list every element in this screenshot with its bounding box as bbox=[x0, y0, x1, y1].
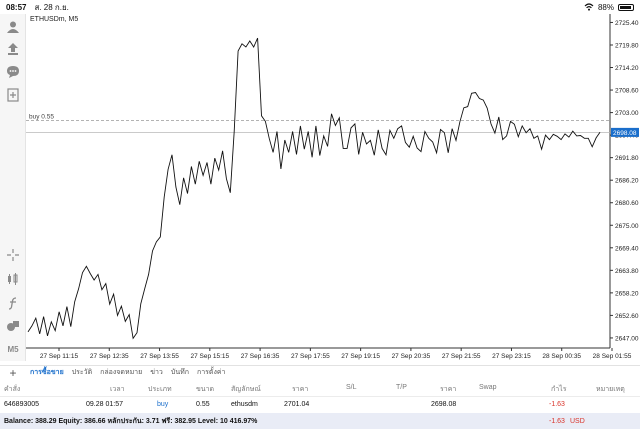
order-type: buy bbox=[157, 401, 169, 408]
chart-area[interactable]: 2725.402719.802714.202708.602703.002697.… bbox=[26, 14, 640, 361]
header-comment: หมายเหตุ bbox=[596, 386, 625, 393]
header-sl: S/L bbox=[346, 384, 357, 391]
tab-trade[interactable]: การซื้อขาย bbox=[30, 369, 64, 376]
x-tick-label: 27 Sep 13:55 bbox=[140, 353, 179, 360]
header-open-price: ราคา bbox=[292, 386, 309, 393]
order-open-price: 2701.04 bbox=[284, 401, 310, 408]
objects-icon[interactable] bbox=[4, 317, 22, 335]
x-tick-label: 28 Sep 00:35 bbox=[542, 353, 581, 360]
header-profit: กำไร bbox=[551, 386, 567, 393]
trade-icon[interactable] bbox=[4, 40, 22, 58]
table-row[interactable]: 646893005 09.28 01:57 buy 0.55 ethusdm 2… bbox=[0, 396, 640, 412]
table-header: คำสั่ง เวลา ประเภท ขนาด สัญลักษณ์ ราคา S… bbox=[0, 380, 640, 396]
current-price-tag bbox=[611, 127, 639, 137]
header-time: เวลา bbox=[110, 386, 125, 393]
x-tick-label: 27 Sep 21:55 bbox=[442, 353, 481, 360]
chart-symbol-label: ETHUSDm, M5 bbox=[30, 16, 79, 23]
wifi-icon bbox=[584, 3, 594, 11]
indicators-icon[interactable] bbox=[4, 294, 22, 312]
y-tick-label: 2691.80 bbox=[615, 155, 639, 162]
account-icon[interactable] bbox=[4, 18, 22, 36]
y-tick-label: 2647.00 bbox=[615, 335, 639, 342]
chart-type-icon[interactable] bbox=[4, 270, 22, 288]
y-tick-label: 2686.20 bbox=[615, 178, 639, 185]
chat-icon[interactable] bbox=[4, 63, 22, 81]
status-date: ส. 28 ก.ย. bbox=[34, 2, 69, 12]
y-tick-label: 2703.00 bbox=[615, 110, 639, 117]
timeframe-label[interactable]: M5 bbox=[7, 344, 19, 354]
header-order: คำสั่ง bbox=[4, 386, 21, 393]
y-tick-label: 2658.20 bbox=[615, 290, 639, 297]
header-type: ประเภท bbox=[148, 386, 172, 393]
order-symbol: ethusdm bbox=[231, 401, 258, 408]
battery-percent: 88% bbox=[597, 2, 614, 12]
new-order-icon[interactable] bbox=[4, 86, 22, 104]
order-current-price: 2698.08 bbox=[431, 401, 457, 408]
x-tick-label: 27 Sep 20:35 bbox=[392, 353, 431, 360]
y-tick-label: 2725.40 bbox=[615, 20, 639, 27]
balance-summary: Balance: 388.29 Equity: 386.66 หลักประกั… bbox=[4, 417, 258, 425]
header-price: ราคา bbox=[440, 386, 457, 393]
order-profit: -1.63 bbox=[549, 401, 565, 408]
terminal-tabbar: + การซื้อขาย ประวัติ กล่องจดหมาย ข่าว บั… bbox=[0, 365, 640, 380]
price-series-line bbox=[27, 37, 601, 340]
x-tick-label: 27 Sep 11:15 bbox=[40, 353, 79, 360]
order-time: 09.28 01:57 bbox=[86, 401, 123, 408]
add-icon[interactable]: + bbox=[9, 365, 17, 380]
total-currency: USD bbox=[570, 417, 585, 425]
tab-news[interactable]: ข่าว bbox=[150, 369, 163, 376]
x-tick-label: 27 Sep 23:15 bbox=[492, 353, 531, 360]
tab-settings[interactable]: การตั้งค่า bbox=[196, 369, 226, 376]
header-swap: Swap bbox=[479, 384, 497, 391]
x-tick-label: 27 Sep 19:15 bbox=[341, 353, 380, 360]
order-id: 646893005 bbox=[4, 401, 40, 408]
header-symbol: สัญลักษณ์ bbox=[231, 386, 261, 393]
price-chart[interactable]: 2725.402719.802714.202708.602703.002697.… bbox=[26, 14, 640, 361]
tab-journal[interactable]: บันทึก bbox=[170, 369, 189, 376]
y-tick-label: 2719.80 bbox=[615, 42, 639, 49]
current-price-label: 2698.08 bbox=[613, 130, 637, 137]
crosshair-icon[interactable] bbox=[4, 246, 22, 264]
x-tick-label: 27 Sep 12:35 bbox=[90, 353, 129, 360]
y-tick-label: 2714.20 bbox=[615, 65, 639, 72]
tab-mailbox[interactable]: กล่องจดหมาย bbox=[100, 369, 143, 376]
x-tick-label: 27 Sep 16:35 bbox=[241, 353, 280, 360]
y-tick-label: 2663.80 bbox=[615, 268, 639, 275]
battery-icon bbox=[618, 3, 634, 11]
balance-bar: Balance: 388.29 Equity: 386.66 หลักประกั… bbox=[0, 413, 640, 429]
y-tick-label: 2669.40 bbox=[615, 245, 639, 252]
y-tick-label: 2680.60 bbox=[615, 200, 639, 207]
left-toolbar: M5 bbox=[0, 14, 26, 361]
x-tick-label: 27 Sep 17:55 bbox=[291, 353, 330, 360]
x-tick-label: 28 Sep 01:55 bbox=[593, 353, 632, 360]
y-tick-label: 2708.60 bbox=[615, 88, 639, 95]
status-bar: 08:57 ส. 28 ก.ย. 88% bbox=[0, 0, 640, 14]
tab-history[interactable]: ประวัติ bbox=[71, 369, 93, 376]
status-time: 08:57 bbox=[6, 2, 27, 12]
total-profit: -1.63 bbox=[549, 417, 565, 425]
order-size: 0.55 bbox=[196, 401, 210, 408]
header-size: ขนาด bbox=[196, 386, 215, 393]
y-tick-label: 2675.00 bbox=[615, 223, 639, 230]
y-tick-label: 2652.60 bbox=[615, 313, 639, 320]
status-right: 88% bbox=[584, 3, 634, 12]
x-tick-label: 27 Sep 15:15 bbox=[190, 353, 229, 360]
header-tp: T/P bbox=[396, 384, 407, 391]
orders-table: คำสั่ง เวลา ประเภท ขนาด สัญลักษณ์ ราคา S… bbox=[0, 380, 640, 412]
order-line-label: buy 0.55 bbox=[29, 113, 54, 120]
